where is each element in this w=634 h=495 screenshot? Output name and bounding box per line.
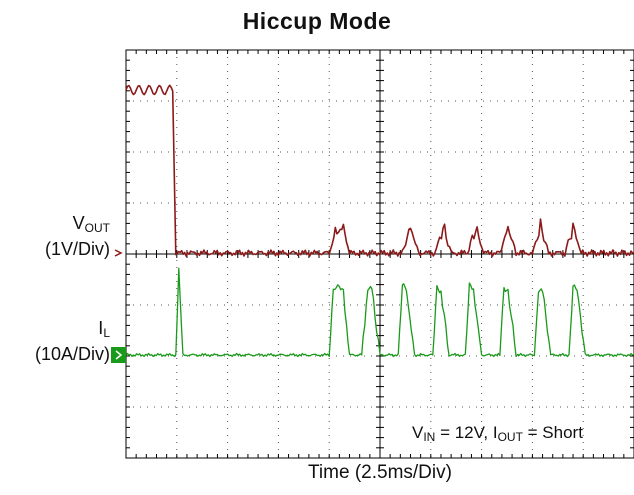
vout-trace	[125, 84, 634, 257]
traces	[125, 84, 634, 358]
il-ground-marker-arrow	[115, 350, 123, 360]
chart-title: Hiccup Mode	[242, 8, 392, 34]
vout-ground-marker	[114, 249, 123, 257]
il-ground-marker	[111, 347, 126, 363]
il-name: IL	[98, 318, 110, 340]
vout-scale: (1V/Div)	[44, 239, 110, 259]
vout-name: VOUT	[72, 213, 110, 235]
test-conditions: VIN = 12V, IOUT = Short	[412, 423, 583, 444]
x-axis-label: Time (2.5ms/Div)	[308, 462, 452, 483]
il-trace	[125, 267, 634, 358]
il-channel-label: IL (10A/Div)	[35, 318, 110, 365]
il-scale: (10A/Div)	[34, 344, 110, 364]
vout-channel-label: VOUT (1V/Div)	[45, 213, 110, 260]
channel-markers	[111, 249, 126, 363]
